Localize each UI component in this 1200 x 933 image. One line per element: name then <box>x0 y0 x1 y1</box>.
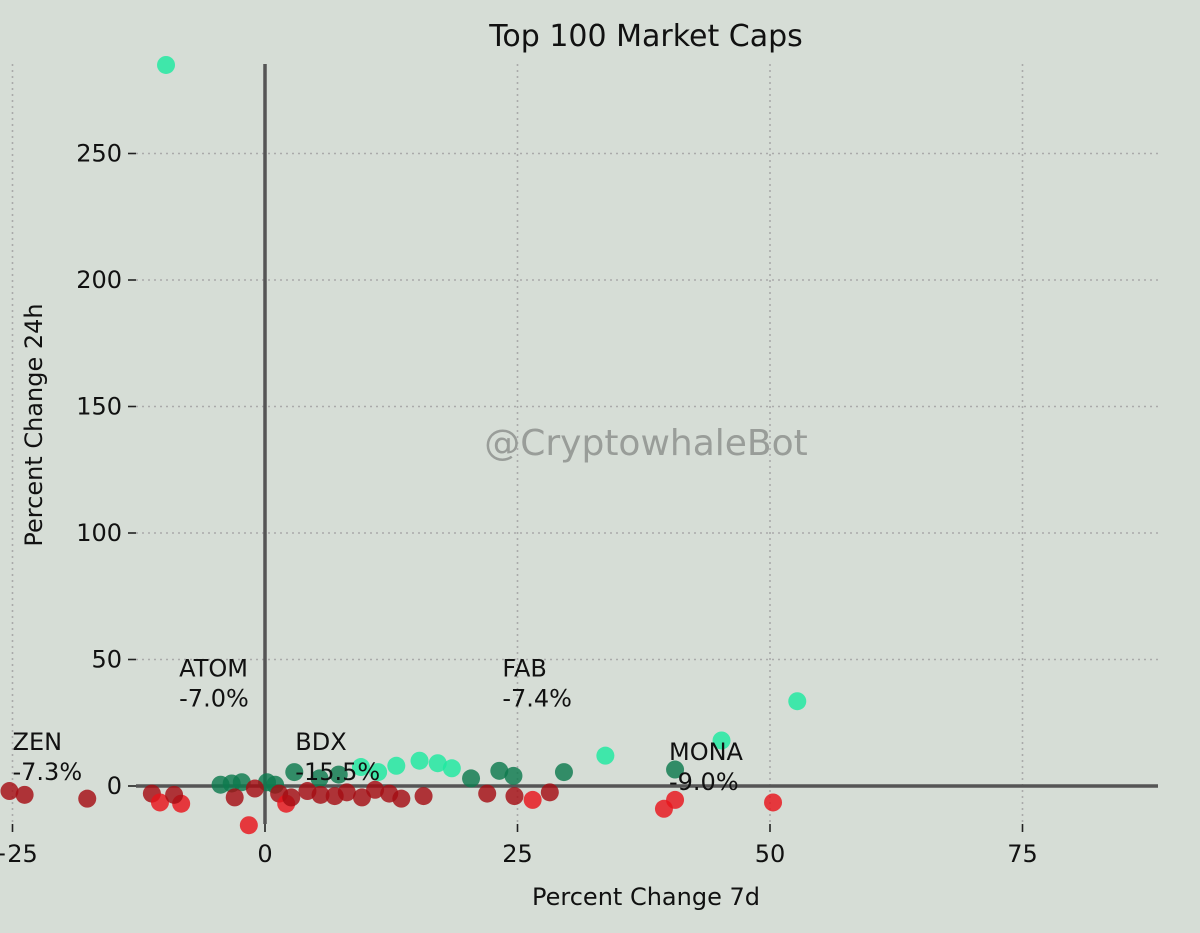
y-tick-label: 200 <box>76 266 122 294</box>
data-point <box>311 785 330 804</box>
data-point <box>490 761 509 780</box>
data-point <box>239 816 258 835</box>
data-point <box>540 783 559 802</box>
y-tick-label: 50 <box>91 646 122 674</box>
data-point <box>150 793 169 812</box>
data-point <box>285 763 304 782</box>
annotation-value: -7.3% <box>13 758 83 786</box>
data-point <box>15 785 34 804</box>
data-points <box>0 55 807 835</box>
data-point <box>428 754 447 773</box>
annotation-symbol: MONA <box>669 738 744 766</box>
annotation-symbol: BDX <box>295 728 346 756</box>
data-point <box>157 55 176 74</box>
data-point <box>554 763 573 782</box>
annotation-symbol: FAB <box>502 655 546 683</box>
data-point <box>505 787 524 806</box>
y-tick-label: 0 <box>107 772 122 800</box>
x-tick-label: 50 <box>755 840 786 868</box>
data-point <box>165 785 184 804</box>
x-tick-label: 0 <box>257 840 272 868</box>
data-point <box>351 758 370 777</box>
annotation-value: -15.5% <box>295 758 380 786</box>
chart-title: Top 100 Market Caps <box>488 19 803 54</box>
data-point <box>329 765 348 784</box>
y-axis-label: Percent Change 24h <box>20 303 48 546</box>
annotation-symbol: ATOM <box>179 655 248 683</box>
annotation-value: -9.0% <box>669 768 739 796</box>
x-axis-label: Percent Change 7d <box>532 883 760 911</box>
data-point <box>596 746 615 765</box>
data-point <box>225 788 244 807</box>
axis-ticks: −250255075100125150175050100150200250 <box>0 140 1038 869</box>
data-point <box>462 769 481 788</box>
watermark: @CryptowhaleBot <box>484 423 808 464</box>
data-point <box>282 788 301 807</box>
data-point <box>387 756 406 775</box>
annotation-label: ATOM -7.0% <box>179 655 249 713</box>
data-point <box>337 783 356 802</box>
data-point <box>666 790 685 809</box>
annotation-label: MONA -9.0% <box>669 738 744 796</box>
annotation-value: -7.0% <box>179 685 249 713</box>
data-point <box>0 782 19 801</box>
x-tick-label: −25 <box>0 840 38 868</box>
data-point <box>352 788 371 807</box>
y-tick-label: 250 <box>76 140 122 168</box>
x-tick-label: 25 <box>502 840 533 868</box>
x-tick-label: 75 <box>1007 840 1038 868</box>
data-point <box>788 692 807 711</box>
data-point <box>392 789 411 808</box>
data-point <box>504 766 523 785</box>
data-point <box>245 779 264 798</box>
data-point <box>414 787 433 806</box>
data-point <box>369 763 388 782</box>
data-point <box>442 759 461 778</box>
data-point <box>78 789 97 808</box>
data-point <box>523 790 542 809</box>
data-point <box>366 780 385 799</box>
annotation-label: ZEN -7.3% <box>13 728 83 786</box>
data-point <box>764 793 783 812</box>
data-point <box>712 731 731 750</box>
data-point <box>310 769 329 788</box>
point-annotations: ATOM -7.0% FAB -7.4% ZEN -7.3% BDX -15.5% MONA -9… <box>13 655 744 796</box>
y-tick-label: 150 <box>76 393 122 421</box>
annotation-symbol: ZEN <box>13 728 63 756</box>
annotation-label: BDX -15.5% <box>295 728 380 786</box>
data-point <box>478 784 497 803</box>
data-point <box>666 760 685 779</box>
y-tick-label: 100 <box>76 519 122 547</box>
data-point <box>410 751 429 770</box>
annotation-label: FAB -7.4% <box>502 655 572 713</box>
annotation-value: -7.4% <box>502 685 572 713</box>
data-point <box>211 775 230 794</box>
